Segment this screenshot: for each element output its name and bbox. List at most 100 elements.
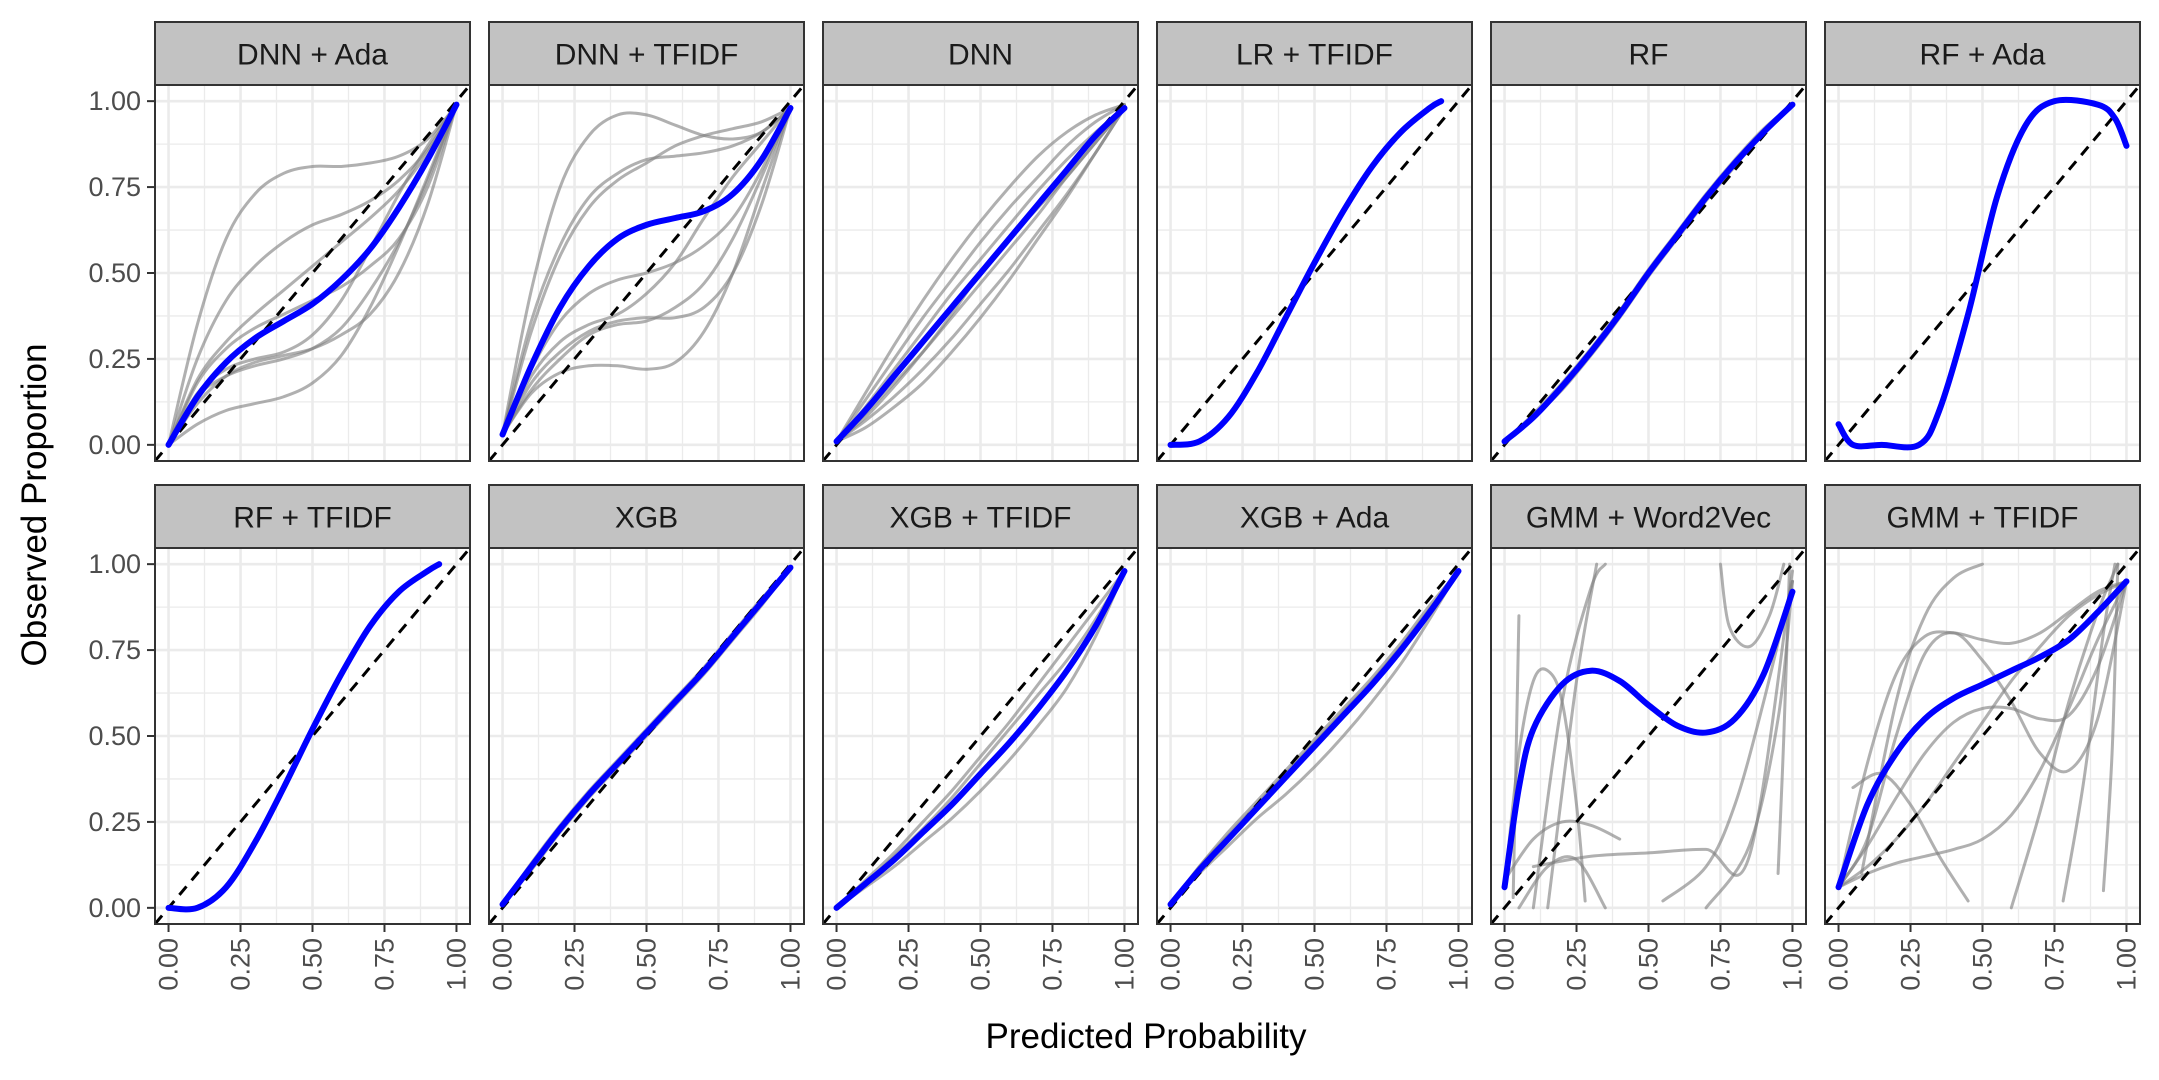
y-tick-label: 0.00 — [88, 430, 141, 460]
mean-calibration-curve — [833, 568, 1128, 911]
y-tick-label: 0.75 — [88, 172, 141, 202]
panel-strip — [1490, 21, 1807, 86]
x-tick-label: 0.00 — [154, 938, 184, 991]
reference-diagonal — [155, 85, 470, 461]
facet-panel: DNN + TFIDF — [488, 21, 805, 462]
x-tick-label: 0.25 — [1562, 938, 1592, 991]
panel-title: GMM + TFIDF — [1887, 502, 2079, 535]
fold-calibration-curve — [835, 103, 1126, 443]
x-tick-label: 0.00 — [1156, 938, 1186, 991]
fold-calibration-curve — [501, 106, 792, 437]
fold-calibration-curve — [1837, 579, 2128, 889]
facet-panel: XGB + Ada 0.00 0.25 0.50 0.75 1.00 — [1156, 484, 1473, 991]
reference-diagonal — [1491, 548, 1806, 924]
panel-curves — [1157, 85, 1472, 461]
panel-strip — [154, 21, 471, 86]
mean-calibration-curve — [499, 105, 794, 438]
fold-calibration-curve — [1531, 562, 1607, 910]
panel-border — [1824, 84, 2141, 462]
facet-panel: RF + Ada — [1824, 21, 2141, 462]
x-tick-label: 0.00 — [488, 938, 518, 991]
x-tick-label: 1.00 — [1443, 938, 1473, 991]
facet-panel: XGB 0.00 0.25 0.50 0.75 1.00 — [488, 484, 805, 991]
fold-calibration-curve — [501, 106, 792, 437]
x-tick-label: 0.25 — [560, 938, 590, 991]
fold-calibration-curve — [501, 106, 792, 437]
fold-calibration-curve — [167, 103, 458, 447]
panel-title: DNN + Ada — [237, 39, 388, 72]
panel-border — [1490, 84, 1807, 462]
y-tick-label: 0.75 — [88, 635, 141, 665]
x-tick-label: 0.50 — [966, 938, 996, 991]
panel-gridlines — [489, 85, 804, 461]
panel-strip — [1156, 484, 1473, 549]
mean-calibration-curve — [1835, 578, 2130, 891]
panel-title: GMM + Word2Vec — [1526, 502, 1771, 535]
y-tick-label: 0.25 — [88, 807, 141, 837]
mean-calibration-curve — [833, 105, 1128, 445]
x-tick-label: 0.00 — [1490, 938, 1520, 991]
mean-calibration-curve — [1501, 101, 1796, 445]
facet-panel: LR + TFIDF — [1156, 21, 1473, 462]
panel-curves — [1157, 548, 1472, 924]
fold-calibration-curve — [501, 106, 792, 437]
x-tick-label: 1.00 — [1109, 938, 1139, 991]
panel-curves — [1491, 85, 1806, 461]
y-tick-label: 1.00 — [88, 86, 141, 116]
panel-title: DNN + TFIDF — [555, 39, 739, 72]
fold-calibration-curve — [2009, 562, 2120, 910]
x-tick-label: 1.00 — [1777, 938, 1807, 991]
x-tick-label: 0.50 — [1968, 938, 1998, 991]
fold-calibration-curve — [1503, 667, 1587, 903]
reference-diagonal — [489, 85, 804, 461]
x-tick-label: 0.50 — [1300, 938, 1330, 991]
panel-strip — [488, 484, 805, 549]
mean-calibration-curve — [1501, 588, 1796, 891]
panel-curves — [823, 548, 1138, 924]
fold-calibration-curve — [835, 106, 1126, 443]
x-tick-label: 0.25 — [1896, 938, 1926, 991]
fold-calibration-curve — [1851, 771, 1970, 903]
fold-calibration-curve — [2101, 562, 2120, 893]
panel-curves — [155, 85, 470, 461]
fold-calibration-curve — [1531, 569, 1794, 877]
x-tick-label: 0.75 — [1037, 938, 1067, 991]
fold-calibration-curve — [1860, 562, 1984, 875]
facet-panel: XGB + TFIDF 0.00 0.25 0.50 0.75 1.00 — [822, 484, 1139, 991]
panel-strip — [1156, 21, 1473, 86]
fold-calibration-curve — [501, 106, 792, 437]
x-tick-label: 0.25 — [894, 938, 924, 991]
mean-calibration-curve — [1167, 568, 1462, 908]
x-tick-label: 0.50 — [298, 938, 328, 991]
fold-calibration-curve — [1837, 579, 2128, 889]
x-tick-label: 0.75 — [1371, 938, 1401, 991]
panel-curves — [1825, 548, 2140, 924]
fold-calibration-curve — [835, 103, 1126, 443]
fold-calibration-curve — [1837, 579, 2128, 889]
facet-panel: DNN + Ada 0.00 0.25 0.50 0.75 1.00 — [88, 21, 471, 462]
mean-calibration-curve — [1835, 96, 2130, 451]
x-tick-label: 0.50 — [1634, 938, 1664, 991]
facet-panel: GMM + TFIDF 0.00 0.25 0.50 0.75 1.00 — [1824, 484, 2141, 991]
mean-calibration-curve — [1167, 98, 1445, 448]
fold-calibration-curve — [167, 103, 458, 447]
fold-calibration-curve — [835, 569, 1126, 910]
panel-curves — [489, 85, 804, 461]
mean-calibration-curve — [499, 564, 794, 908]
facet-panel: DNN — [822, 21, 1139, 462]
fold-calibration-curve — [167, 103, 458, 447]
panel-gridlines — [823, 548, 1138, 924]
panel-title: XGB + TFIDF — [890, 502, 1072, 535]
fold-calibration-curve — [167, 103, 458, 447]
reference-diagonal — [1825, 85, 2140, 461]
panel-title: XGB + Ada — [1240, 502, 1390, 535]
y-tick-label: 0.50 — [88, 721, 141, 751]
x-tick-label: 0.00 — [822, 938, 852, 991]
reference-diagonal — [823, 548, 1138, 924]
panel-border — [1156, 84, 1473, 462]
panel-strip — [154, 484, 471, 549]
reference-diagonal — [1491, 85, 1806, 461]
x-axis-title: Predicted Probability — [986, 1017, 1307, 1056]
x-tick-label: 0.75 — [703, 938, 733, 991]
